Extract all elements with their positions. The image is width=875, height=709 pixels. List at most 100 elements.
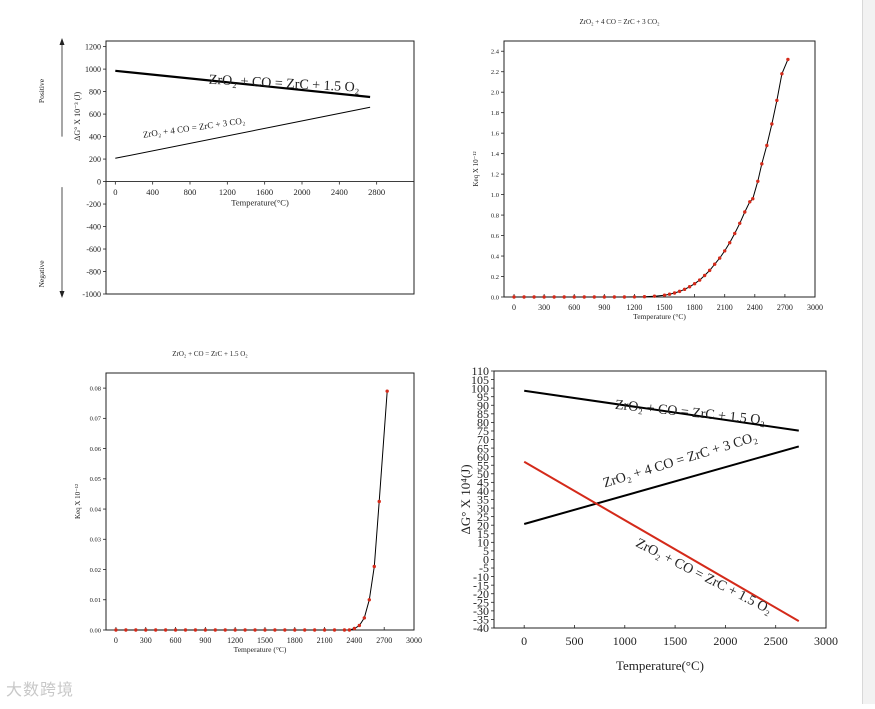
x-tick-label: 2700 [777, 303, 793, 312]
data-point [770, 122, 774, 126]
y-tick-label: 5 [483, 544, 489, 558]
data-point [582, 295, 586, 299]
x-tick-label: 1500 [657, 303, 673, 312]
y-tick-label: -1000 [82, 290, 101, 299]
data-point [163, 628, 168, 632]
y-tick-label: 0 [483, 553, 489, 567]
data-point [692, 281, 697, 286]
y-tick-label: 0.08 [90, 385, 101, 392]
data-point [385, 389, 389, 393]
x-tick-label: 2400 [331, 187, 348, 197]
data-point [293, 628, 297, 632]
x-tick-label: 500 [565, 634, 583, 648]
data-point [592, 295, 596, 299]
x-tick-label: 3000 [807, 303, 823, 312]
plot-frame [503, 40, 816, 298]
data-point [153, 628, 158, 632]
data-point [667, 292, 672, 296]
y-tick-label: 0.4 [491, 253, 500, 260]
data-point [283, 628, 287, 632]
data-point [233, 628, 237, 632]
x-tick-label: 3000 [814, 634, 838, 648]
series-line-1 [524, 389, 799, 432]
reaction-annotation: ZrO₂ + CO = ZrC + 1.5 O₂ [614, 398, 766, 429]
y-tick-label: 95 [477, 390, 489, 404]
data-point [612, 295, 617, 299]
x-tick-label: 1200 [227, 636, 243, 645]
x-tick-label: 2100 [717, 303, 733, 312]
y-tick-label: -20 [473, 587, 489, 601]
data-point [677, 289, 682, 294]
y-tick-label: 1000 [85, 65, 101, 74]
y-tick-label: 800 [89, 87, 101, 96]
x-tick-label: 1500 [257, 636, 273, 645]
y-tick-label: 400 [89, 132, 101, 141]
y-tick-label: 0.03 [90, 537, 101, 544]
reaction-annotation: ZrO₂ + 4 CO = ZrC + 3 CO₂ [601, 430, 759, 491]
reaction-annotation: ZrO₂ + 4 CO = ZrC + 3 CO₂ [142, 115, 245, 139]
data-point [273, 628, 277, 632]
data-point [728, 241, 732, 245]
x-tick-label: 1500 [663, 634, 687, 648]
plot-frame [105, 372, 415, 631]
data-point [572, 295, 576, 299]
y-tick-label: -10 [473, 570, 489, 584]
data-point [522, 295, 526, 299]
data-point [367, 598, 371, 602]
y-axis-label: Keq X 10⁻¹² [472, 151, 480, 186]
x-tick-label: 2400 [346, 636, 362, 645]
y-tick-label: 1.2 [491, 171, 499, 178]
y-tick-label: 1200 [85, 42, 101, 51]
data-point [602, 295, 607, 299]
data-point [697, 278, 702, 282]
y-tick-label: 0.6 [491, 233, 500, 240]
y-tick-label: -5 [479, 561, 489, 575]
y-tick-label: 20 [477, 518, 489, 532]
series-line-2 [523, 445, 800, 525]
x-tick-label: 600 [568, 303, 580, 312]
x-tick-label: 1000 [613, 634, 637, 648]
x-tick-label: 1800 [287, 636, 303, 645]
y-tick-label: 100 [471, 381, 489, 395]
data-point [652, 294, 657, 298]
x-axis-label: Temperature(°C) [616, 658, 704, 673]
data-point [173, 628, 178, 632]
data-point [707, 268, 712, 273]
y-tick-label: 45 [477, 476, 489, 490]
y-tick-label: 1.8 [491, 110, 499, 117]
data-point [124, 628, 128, 632]
chart-c4: 0 500 1000 1500 2000 2500 3000-40-35-30-25-20-… [458, 364, 838, 673]
data-point [687, 285, 692, 289]
y-axis-label: Keq X 10⁻¹² [74, 484, 82, 519]
data-point [733, 231, 737, 236]
y-tick-label: -600 [86, 245, 101, 254]
x-tick-label: 2100 [317, 636, 333, 645]
figure-page: 0 400 800 1200 1600 2000 2400 2800 -1000 -800 -600… [37, 18, 838, 673]
data-point [332, 628, 337, 632]
x-tick-label: 2500 [764, 634, 788, 648]
y-tick-label: 0.00 [90, 627, 101, 634]
y-tick-label: 0.04 [90, 506, 102, 513]
data-point [352, 626, 357, 631]
data-point [362, 616, 367, 620]
data-point [134, 628, 138, 632]
reaction-annotation: ZrO₂ + CO = ZrC + 1.5 O₂ [633, 536, 774, 618]
series-line [514, 59, 789, 298]
y-tick-label: -30 [473, 604, 489, 618]
x-tick-label: 800 [184, 187, 197, 197]
negative-label: Negative [37, 260, 46, 288]
y-tick-label: 70 [477, 433, 489, 447]
y-tick-label: 80 [477, 416, 489, 430]
page-edge-scrollbar[interactable] [862, 0, 875, 704]
y-tick-label: 60 [477, 450, 489, 464]
y-tick-label: 105 [471, 373, 489, 387]
y-tick-label: -35 [473, 613, 489, 627]
data-point [642, 294, 647, 299]
y-tick-label: -40 [473, 621, 489, 635]
data-point [372, 564, 376, 569]
x-tick-label: 600 [170, 636, 182, 645]
y-tick-label: 0 [97, 177, 101, 186]
data-point [738, 221, 742, 225]
y-tick-label: 0.2 [491, 274, 499, 281]
y-tick-label: 2.4 [491, 49, 500, 56]
